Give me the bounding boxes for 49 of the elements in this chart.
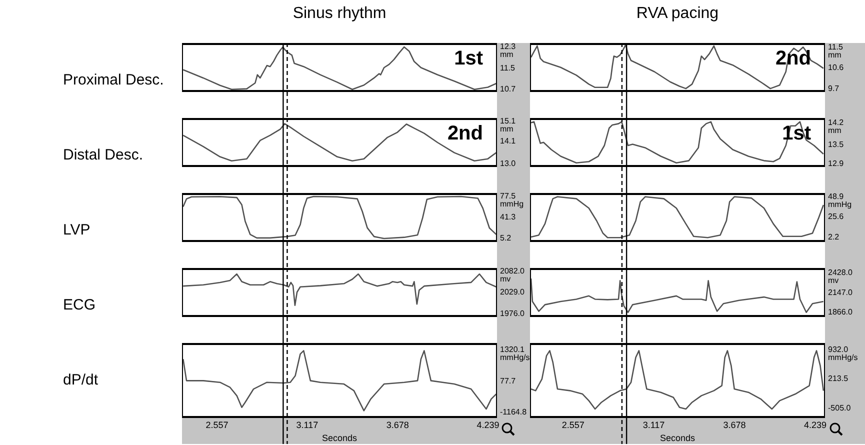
x-tick-label: 3.117 (642, 420, 665, 430)
y-tick-label: 11.5 (500, 63, 516, 72)
y-axis-title: Proximal Desc. (63, 72, 164, 88)
y-tick-label: 932.0 mmHg/s (828, 345, 858, 362)
y-tick-label: 14.1 (500, 136, 516, 146)
y-tick-label: 1320.1 mmHg/s (500, 345, 530, 362)
y-tick-label: 11.5 mm (828, 42, 844, 60)
y-tick-label: 77.7 (500, 376, 516, 386)
y-axis-title: Distal Desc. (63, 146, 144, 164)
y-tick-label: -505.0 (828, 403, 852, 412)
annotation: 2nd (447, 122, 483, 145)
chart-title: Sinus rhythm (292, 5, 388, 23)
chart-title: RVA pacing (635, 5, 720, 23)
x-tick-label: 3.678 (386, 420, 409, 430)
y-tick-label: 213.5 (828, 374, 849, 384)
y-tick-label: 2428.0 mv (828, 268, 854, 286)
y-tick-label: 41.3 (500, 212, 516, 222)
x-axis-title: Seconds (660, 433, 696, 444)
x-tick-label: 2.557 (562, 420, 584, 430)
x-tick-label: 2.557 (206, 420, 228, 430)
y-tick-label: 14.2 mm (828, 118, 844, 135)
y-tick-label: 15.1 mm (500, 116, 516, 134)
y-axis-title: dP/dt (63, 372, 98, 388)
x-axis-title: Seconds (322, 433, 358, 444)
y-tick-label: 10.6 (828, 63, 844, 72)
y-tick-label: 2029.0 (500, 288, 526, 297)
y-tick-label: 1976.0 (500, 308, 526, 318)
y-tick-label: 9.7 (828, 84, 840, 93)
y-tick-label: 25.6 (828, 212, 844, 222)
y-tick-label: 10.7 (500, 84, 516, 94)
x-tick-label: 4.239 (476, 420, 500, 430)
x-tick-label: 3.117 (296, 420, 318, 430)
y-tick-label: 77.5 mmHg (500, 191, 524, 208)
y-tick-label: 12.9 (828, 159, 844, 168)
y-tick-label: -1164.8 (500, 407, 528, 416)
x-tick-label: 4.239 (804, 420, 826, 430)
y-tick-label: 2082.0 mv (500, 266, 526, 284)
y-tick-label: 13.5 (828, 140, 844, 150)
y-tick-label: 12.3 mm (500, 42, 516, 60)
y-tick-label: 48.9 mmHg (828, 192, 852, 209)
y-tick-label: 5.2 (500, 234, 512, 243)
y-tick-label: 2147.0 (828, 288, 854, 297)
y-axis-title: LVP (63, 222, 90, 238)
annotation: 1st (454, 48, 484, 70)
y-tick-label: 1866.0 (828, 308, 854, 317)
y-tick-label: 13.0 (500, 159, 516, 168)
y-tick-label: 2.2 (828, 232, 840, 242)
y-axis-title: ECG (63, 296, 96, 314)
x-tick-label: 3.678 (723, 420, 746, 430)
